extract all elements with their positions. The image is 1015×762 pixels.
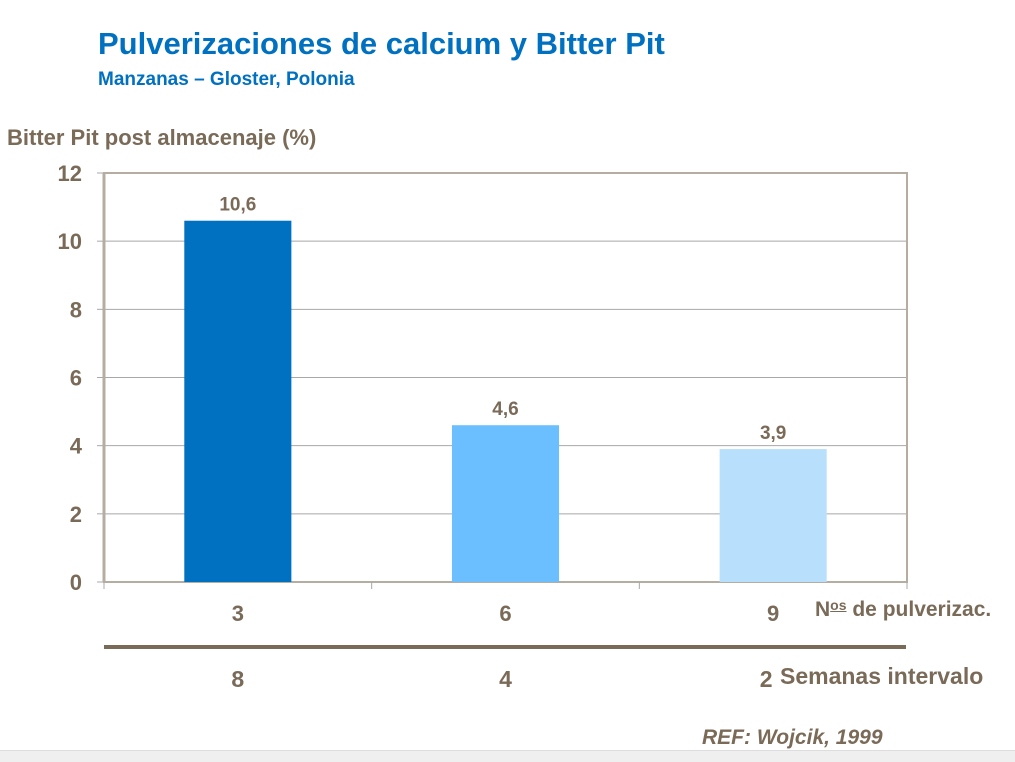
bar xyxy=(719,449,827,582)
y-tick-label: 8 xyxy=(70,297,82,322)
y-tick-label: 10 xyxy=(58,229,82,254)
data-label: 10,6 xyxy=(219,195,256,216)
y-tick-label: 2 xyxy=(70,502,82,527)
secondary-tick-label: 4 xyxy=(499,666,512,692)
x-label-prefix: N xyxy=(815,598,831,621)
page-title: Pulverizaciones de calcium y Bitter Pit xyxy=(98,26,665,61)
y-tick-label: 12 xyxy=(58,161,82,186)
data-label: 4,6 xyxy=(492,399,518,420)
x-tick-label: 3 xyxy=(232,601,244,626)
reference: REF: Wojcik, 1999 xyxy=(702,726,883,749)
y-tick-label: 6 xyxy=(70,366,82,391)
x-tick-label: 9 xyxy=(767,601,779,626)
page-subtitle: Manzanas – Gloster, Polonia xyxy=(98,69,355,90)
bar xyxy=(451,425,560,582)
secondary-tick-label: 8 xyxy=(231,666,244,692)
y-axis-label: Bitter Pit post almacenaje (%) xyxy=(7,125,317,150)
bottom-bar xyxy=(0,750,1015,762)
bar xyxy=(184,220,292,582)
x-label-text: de pulverizac. xyxy=(852,598,992,621)
y-tick-label: 0 xyxy=(70,570,82,595)
data-label: 3,9 xyxy=(760,423,786,444)
x-label-sup: os xyxy=(830,597,847,613)
x-axis-label: Nos de pulverizac. xyxy=(815,597,991,622)
y-tick-label: 4 xyxy=(70,434,83,459)
secondary-tick-label: 2 xyxy=(760,666,773,692)
x-tick-label: 6 xyxy=(499,601,511,626)
secondary-axis-label: Semanas intervalo xyxy=(780,663,984,689)
